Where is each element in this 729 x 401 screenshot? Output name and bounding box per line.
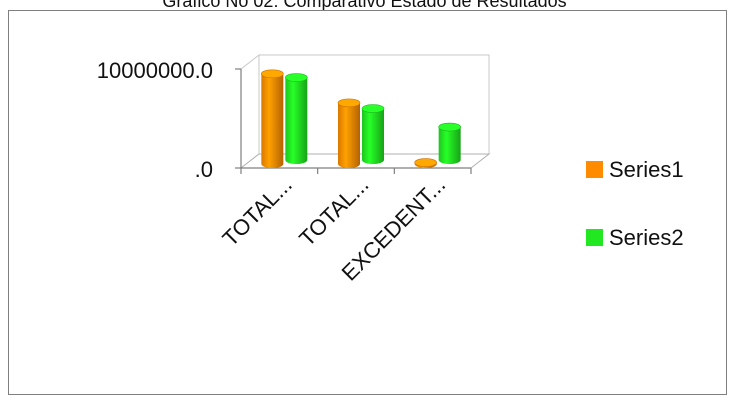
bar-series2-2 bbox=[438, 127, 461, 164]
bar-series1-0 bbox=[261, 73, 284, 168]
bar-cap-series1-0 bbox=[261, 69, 284, 79]
chart-caption: Grafico No 02: Comparativo Estado de Res… bbox=[162, 0, 567, 11]
bar-series2-1 bbox=[362, 108, 384, 164]
back-wall bbox=[259, 54, 490, 154]
legend-label-series2: Series2 bbox=[609, 225, 684, 250]
y-tick-label: 10000000.0 bbox=[97, 58, 213, 83]
bar-cap-series2-0 bbox=[285, 73, 308, 82]
legend-swatch-series1 bbox=[586, 161, 603, 178]
bar-cap-series1-1 bbox=[337, 98, 361, 108]
bar-cap-series1-2 bbox=[414, 158, 437, 167]
side-wall bbox=[240, 53, 260, 170]
legend-label-series1: Series1 bbox=[609, 157, 684, 182]
chart-frame: .0 10000000.0 TOTAL... TOTAL... EXCEDENT... S… bbox=[8, 10, 727, 395]
chart-svg: .010000000.0TOTAL...TOTAL...EXCEDENT...S… bbox=[97, 53, 684, 285]
legend-swatch-series2 bbox=[586, 229, 603, 246]
x-tick-label: TOTAL... bbox=[218, 172, 297, 251]
bar-cap-series2-2 bbox=[438, 122, 461, 132]
bar-series1-1 bbox=[338, 102, 360, 168]
bar-cap-series2-1 bbox=[361, 104, 385, 113]
bar-series2-0 bbox=[285, 77, 308, 164]
x-tick-label: TOTAL... bbox=[294, 172, 373, 251]
y-tick-label: .0 bbox=[195, 157, 213, 182]
